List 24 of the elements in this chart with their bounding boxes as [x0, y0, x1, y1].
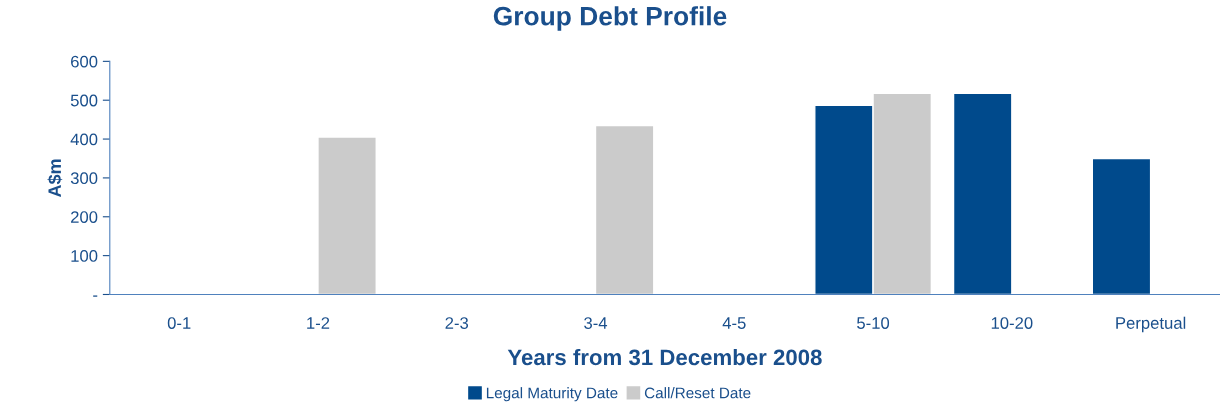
y-tick-label: 300 — [70, 172, 98, 185]
y-tick-label: 500 — [70, 94, 98, 107]
x-tick-label: Perpetual — [1116, 316, 1186, 333]
x-tick-label: 1-2 — [307, 317, 330, 329]
x-tick-label: 4-5 — [722, 317, 746, 329]
chart-title: Group Debt Profile — [493, 6, 727, 31]
y-tick-label: 600 — [71, 55, 98, 68]
y-tick-label: 400 — [70, 133, 98, 146]
legend-label: Legal Maturity Date — [486, 387, 618, 402]
bar — [1091, 157, 1152, 295]
x-tick-label: 10-20 — [991, 317, 1033, 329]
y-axis-title: A$m — [47, 159, 63, 198]
x-tick-label: 3-4 — [584, 317, 608, 329]
bar — [952, 92, 1013, 295]
y-tick-label: - — [93, 295, 98, 297]
x-tick-label: 2-3 — [445, 317, 469, 329]
bar — [594, 124, 655, 295]
x-axis-title: Years from 31 December 2008 — [507, 348, 822, 366]
x-tick-label: 0-1 — [167, 317, 191, 329]
x-tick-label: 5-10 — [857, 317, 890, 329]
y-tick-label: 200 — [71, 211, 98, 223]
bar — [317, 136, 377, 295]
y-tick-label: 100 — [71, 250, 98, 262]
legend-label: Call/Reset Date — [644, 387, 751, 399]
